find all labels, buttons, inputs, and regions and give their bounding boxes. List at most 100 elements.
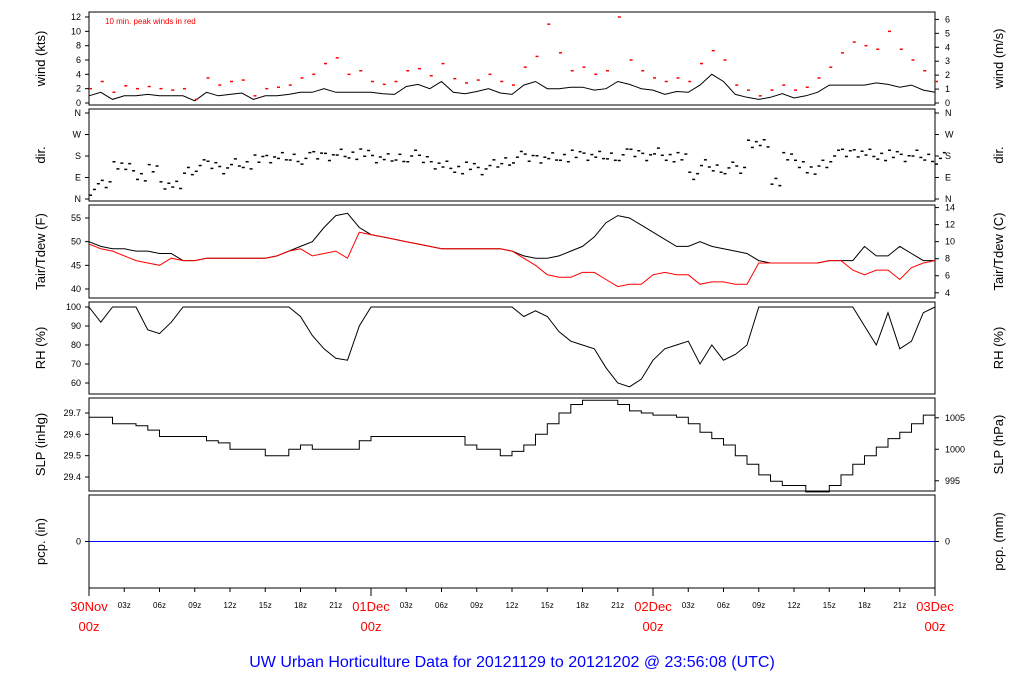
x-hour-label: 15z (259, 601, 272, 610)
x-hour-label: 06z (435, 601, 448, 610)
x-hour-label: 06z (153, 601, 166, 610)
rh-ytick-label: 80 (71, 340, 81, 350)
x-day-label: 01Dec (352, 599, 390, 614)
x-hour-label: 12z (506, 601, 519, 610)
wind-ytick-right-label: 1 (945, 84, 950, 94)
temp-ytick-right-label: 12 (945, 220, 955, 230)
x-day-hour-label: 00z (361, 619, 382, 634)
dir-ytick-right-label: W (945, 130, 954, 140)
wind-ytick-label: 0 (76, 98, 81, 108)
wind-ytick-label: 6 (76, 55, 81, 65)
temp-ytick-label: 55 (71, 213, 81, 223)
temp-ytick-label: 40 (71, 284, 81, 294)
x-day-label: 02Dec (634, 599, 672, 614)
pcp-ytick-label: 0 (76, 537, 81, 547)
temp-ylabel-right: Tair/Tdew (C) (991, 212, 1006, 290)
rh-series-rh (88, 306, 936, 388)
rh-ytick-label: 90 (71, 321, 81, 331)
x-hour-label: 21z (611, 601, 624, 610)
rh-ytick-label: 70 (71, 359, 81, 369)
temp-ytick-right-label: 4 (945, 288, 950, 298)
x-hour-label: 09z (188, 601, 201, 610)
slp-ytick-right-label: 995 (945, 476, 960, 486)
x-day-label: 03Dec (916, 599, 954, 614)
x-day-hour-label: 00z (925, 619, 946, 634)
dir-ytick-label: N (75, 108, 82, 118)
dir-ytick-right-label: E (945, 173, 951, 183)
temp-ytick-label: 45 (71, 260, 81, 270)
x-day-hour-label: 00z (79, 619, 100, 634)
slp-series-slp (89, 399, 936, 493)
dir-ytick-right-label: N (945, 108, 952, 118)
x-hour-label: 12z (788, 601, 801, 610)
x-hour-label: 15z (541, 601, 554, 610)
dir-ytick-label: N (75, 194, 82, 204)
rh-ylabel: RH (%) (33, 327, 48, 370)
slp-ytick-label: 29.5 (63, 451, 81, 461)
pcp-ylabel: pcp. (in) (33, 518, 48, 565)
temp-ytick-right-label: 8 (945, 254, 950, 264)
temp-ytick-right-label: 6 (945, 271, 950, 281)
x-hour-label: 18z (576, 601, 589, 610)
slp-ytick-label: 29.4 (63, 472, 81, 482)
wind-ytick-right-label: 3 (945, 56, 950, 66)
temp-ytick-label: 50 (71, 237, 81, 247)
slp-ylabel-right: SLP (hPa) (991, 415, 1006, 475)
x-hour-label: 18z (294, 601, 307, 610)
dir-ytick-right-label: S (945, 151, 951, 161)
wind-ylabel: wind (kts) (33, 31, 48, 88)
slp-panel-frame (88, 397, 936, 492)
wind-ytick-right-label: 2 (945, 70, 950, 80)
x-hour-label: 15z (823, 601, 836, 610)
wind-ytick-label: 2 (76, 84, 81, 94)
x-hour-label: 03z (682, 601, 695, 610)
slp-ytick-right-label: 1000 (945, 444, 965, 454)
wind-ytick-right-label: 4 (945, 42, 950, 52)
pcp-ylabel-right: pcp. (mm) (991, 512, 1006, 571)
wind-ytick-label: 10 (71, 26, 81, 36)
temp-ylabel: Tair/Tdew (F) (33, 213, 48, 290)
slp-ylabel: SLP (inHg) (33, 413, 48, 476)
x-hour-label: 09z (470, 601, 483, 610)
dir-ytick-right-label: N (945, 194, 952, 204)
x-day-hour-label: 00z (643, 619, 664, 634)
temp-series-tair (88, 212, 935, 264)
wind-ytick-label: 12 (71, 12, 81, 22)
dir-ylabel: dir. (33, 146, 48, 163)
rh-ylabel-right: RH (%) (991, 327, 1006, 370)
rh-ytick-label: 60 (71, 378, 81, 388)
dir-ytick-label: W (73, 130, 82, 140)
temp-series-tdew (88, 231, 936, 288)
x-hour-label: 21z (329, 601, 342, 610)
wind-ytick-right-label: 6 (945, 14, 950, 24)
wind-annotation: 10 min. peak winds in red (105, 17, 196, 26)
wind-series-wind-speed (88, 73, 936, 102)
wind-ytick-right-label: 0 (945, 98, 950, 108)
dir-ytick-label: E (75, 173, 81, 183)
x-hour-label: 18z (858, 601, 871, 610)
x-hour-label: 03z (118, 601, 131, 610)
temp-ytick-right-label: 10 (945, 237, 955, 247)
wind-ytick-label: 8 (76, 41, 81, 51)
slp-ytick-right-label: 1005 (945, 413, 965, 423)
temp-panel-frame (88, 204, 936, 299)
slp-ytick-label: 29.7 (63, 408, 81, 418)
x-day-label: 30Nov (70, 599, 108, 614)
rh-panel-frame (88, 301, 936, 395)
x-hour-label: 06z (717, 601, 730, 610)
x-hour-label: 09z (752, 601, 765, 610)
x-hour-label: 03z (400, 601, 413, 610)
wind-ytick-label: 4 (76, 69, 81, 79)
chart-title: UW Urban Horticulture Data for 20121129 … (249, 654, 775, 671)
wind-ylabel-right: wind (m/s) (991, 29, 1006, 90)
x-hour-label: 21z (893, 601, 906, 610)
rh-ytick-label: 100 (66, 302, 81, 312)
dir-panel-frame (88, 108, 936, 202)
pcp-ytick-right-label: 0 (945, 537, 950, 547)
dir-ylabel-right: dir. (991, 146, 1006, 163)
wind-panel-frame (88, 11, 936, 106)
temp-ytick-right-label: 14 (945, 203, 955, 213)
wind-ytick-right-label: 5 (945, 28, 950, 38)
x-hour-label: 12z (224, 601, 237, 610)
